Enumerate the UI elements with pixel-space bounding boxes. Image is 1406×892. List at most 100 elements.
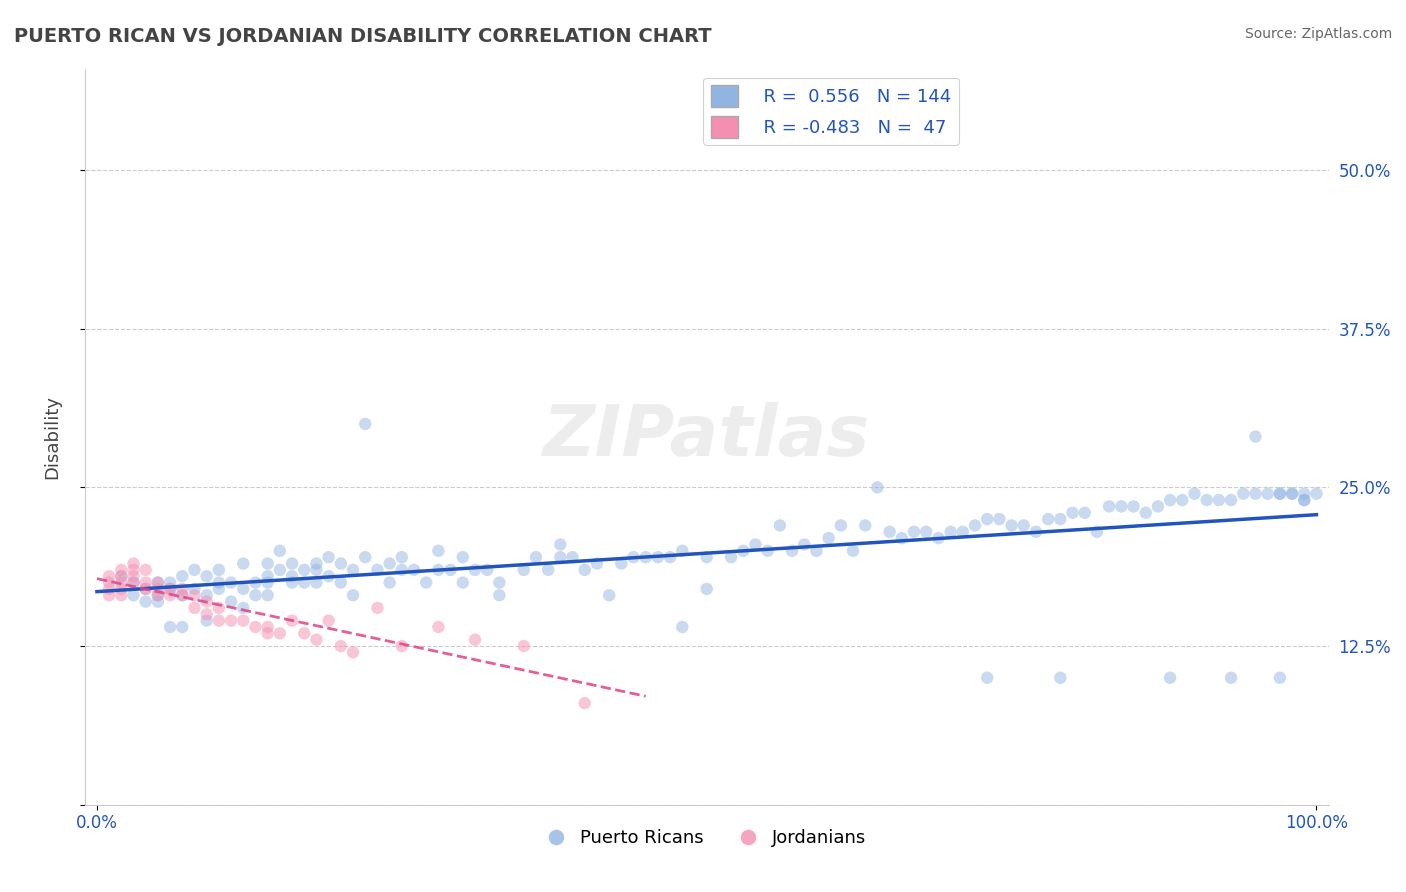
- Point: [1171, 493, 1194, 508]
- Point: [464, 563, 486, 577]
- Point: [1098, 500, 1121, 514]
- Point: [744, 537, 766, 551]
- Point: [292, 575, 315, 590]
- Point: [464, 632, 486, 647]
- Point: [634, 550, 657, 565]
- Point: [305, 563, 328, 577]
- Point: [574, 696, 596, 710]
- Point: [550, 537, 572, 551]
- Point: [659, 550, 682, 565]
- Point: [159, 582, 181, 596]
- Text: Source: ZipAtlas.com: Source: ZipAtlas.com: [1244, 27, 1392, 41]
- Point: [208, 601, 231, 615]
- Point: [208, 563, 231, 577]
- Point: [1062, 506, 1084, 520]
- Point: [232, 601, 254, 615]
- Point: [952, 524, 974, 539]
- Point: [122, 569, 145, 583]
- Point: [1305, 486, 1327, 500]
- Point: [98, 588, 121, 602]
- Point: [939, 524, 962, 539]
- Point: [769, 518, 792, 533]
- Point: [110, 588, 132, 602]
- Point: [245, 620, 267, 634]
- Point: [1208, 493, 1230, 508]
- Point: [696, 550, 718, 565]
- Point: [256, 588, 278, 602]
- Point: [1268, 486, 1291, 500]
- Point: [488, 588, 510, 602]
- Point: [135, 575, 157, 590]
- Point: [281, 614, 304, 628]
- Point: [610, 557, 633, 571]
- Point: [830, 518, 852, 533]
- Point: [427, 620, 450, 634]
- Point: [195, 607, 218, 622]
- Point: [439, 563, 461, 577]
- Point: [903, 524, 925, 539]
- Point: [1122, 500, 1144, 514]
- Point: [318, 614, 340, 628]
- Point: [183, 582, 205, 596]
- Legend:   R =  0.556   N = 144,   R = -0.483   N =  47: R = 0.556 N = 144, R = -0.483 N = 47: [703, 78, 959, 145]
- Point: [1159, 671, 1181, 685]
- Point: [342, 563, 364, 577]
- Point: [513, 563, 536, 577]
- Point: [172, 588, 194, 602]
- Point: [172, 620, 194, 634]
- Point: [391, 563, 413, 577]
- Point: [256, 626, 278, 640]
- Point: [208, 614, 231, 628]
- Point: [976, 512, 998, 526]
- Point: [159, 588, 181, 602]
- Point: [879, 524, 901, 539]
- Point: [269, 544, 291, 558]
- Point: [451, 550, 474, 565]
- Point: [183, 563, 205, 577]
- Point: [146, 575, 169, 590]
- Point: [915, 524, 938, 539]
- Point: [366, 563, 388, 577]
- Point: [219, 594, 242, 608]
- Point: [988, 512, 1011, 526]
- Point: [256, 620, 278, 634]
- Point: [366, 601, 388, 615]
- Point: [232, 582, 254, 596]
- Point: [378, 557, 401, 571]
- Point: [1268, 671, 1291, 685]
- Point: [391, 639, 413, 653]
- Point: [793, 537, 815, 551]
- Point: [232, 614, 254, 628]
- Point: [513, 639, 536, 653]
- Point: [219, 575, 242, 590]
- Point: [1025, 524, 1047, 539]
- Point: [842, 544, 865, 558]
- Point: [561, 550, 583, 565]
- Point: [354, 417, 377, 431]
- Point: [245, 588, 267, 602]
- Point: [1000, 518, 1022, 533]
- Point: [780, 544, 803, 558]
- Point: [195, 614, 218, 628]
- Point: [146, 594, 169, 608]
- Point: [598, 588, 620, 602]
- Point: [1268, 486, 1291, 500]
- Point: [329, 639, 352, 653]
- Point: [172, 569, 194, 583]
- Point: [853, 518, 876, 533]
- Point: [269, 626, 291, 640]
- Point: [1232, 486, 1254, 500]
- Point: [146, 588, 169, 602]
- Point: [342, 588, 364, 602]
- Point: [318, 569, 340, 583]
- Point: [183, 601, 205, 615]
- Point: [1184, 486, 1206, 500]
- Point: [110, 563, 132, 577]
- Point: [1012, 518, 1035, 533]
- Point: [122, 557, 145, 571]
- Point: [1135, 506, 1157, 520]
- Point: [208, 575, 231, 590]
- Point: [550, 550, 572, 565]
- Point: [281, 557, 304, 571]
- Point: [135, 563, 157, 577]
